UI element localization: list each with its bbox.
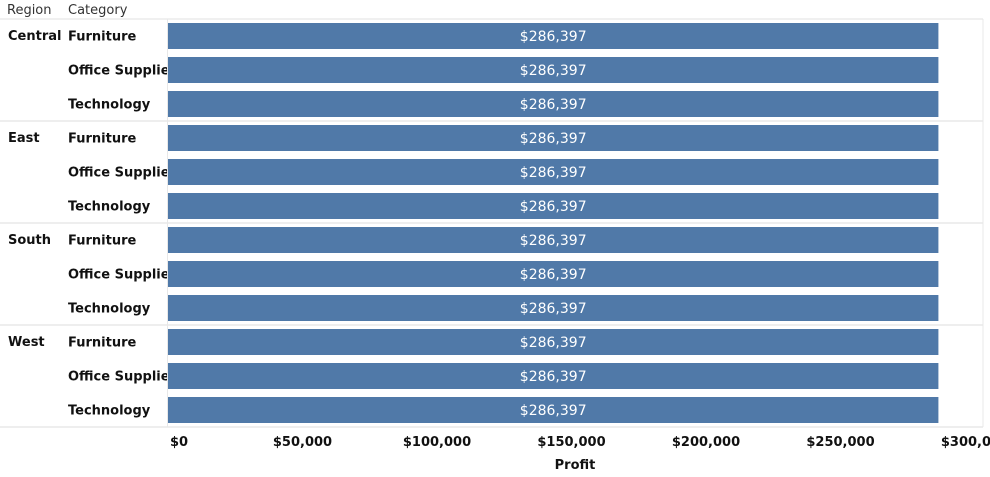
x-tick-label: $200,000 bbox=[672, 435, 740, 450]
profit-bar[interactable] bbox=[168, 295, 939, 321]
chart-rows: Central Furniture $286,397 Office Supplies $… bbox=[0, 19, 984, 428]
profit-bar[interactable] bbox=[168, 397, 939, 423]
category-label: Technology bbox=[68, 98, 151, 113]
bar-value-label: $286,397 bbox=[520, 165, 587, 181]
category-label: Furniture bbox=[68, 30, 136, 45]
category-label: Technology bbox=[68, 200, 151, 215]
bar-value-label: $286,397 bbox=[520, 369, 587, 385]
region-label: East bbox=[8, 131, 40, 146]
bar-value-label: $286,397 bbox=[520, 301, 587, 317]
profit-bar[interactable] bbox=[168, 159, 939, 185]
category-column-header: Category bbox=[68, 3, 128, 18]
x-tick-label: $250,000 bbox=[806, 435, 874, 450]
profit-bar[interactable] bbox=[168, 23, 939, 49]
x-tick-label: $0 bbox=[170, 435, 188, 450]
bar-value-label: $286,397 bbox=[520, 29, 587, 45]
x-axis: $0 $50,000 $100,000 $150,000 $200,000 $250,00… bbox=[170, 435, 990, 450]
profit-bar[interactable] bbox=[168, 57, 939, 83]
profit-bar[interactable] bbox=[168, 91, 939, 117]
x-tick-label: $300,000 bbox=[941, 435, 990, 450]
region-column-header: Region bbox=[7, 3, 52, 18]
bar-value-label: $286,397 bbox=[520, 131, 587, 147]
x-tick-label: $100,000 bbox=[403, 435, 471, 450]
profit-bar[interactable] bbox=[168, 261, 939, 287]
profit-bar[interactable] bbox=[168, 363, 939, 389]
bar-value-label: $286,397 bbox=[520, 403, 587, 419]
x-tick-label: $150,000 bbox=[537, 435, 605, 450]
category-label: Technology bbox=[68, 404, 151, 419]
category-label: Office Supplies bbox=[68, 370, 178, 385]
category-label: Office Supplies bbox=[68, 268, 178, 283]
profit-bar[interactable] bbox=[168, 227, 939, 253]
x-axis-title: Profit bbox=[555, 458, 596, 473]
profit-bar[interactable] bbox=[168, 125, 939, 151]
bar-value-label: $286,397 bbox=[520, 199, 587, 215]
bar-value-label: $286,397 bbox=[520, 267, 587, 283]
x-tick-label: $50,000 bbox=[273, 435, 332, 450]
profit-bar[interactable] bbox=[168, 329, 939, 355]
category-label: Furniture bbox=[68, 234, 136, 249]
profit-bar[interactable] bbox=[168, 193, 939, 219]
category-label: Office Supplies bbox=[68, 166, 178, 181]
bar-value-label: $286,397 bbox=[520, 233, 587, 249]
category-label: Furniture bbox=[68, 336, 136, 351]
region-label: West bbox=[8, 335, 45, 350]
bar-value-label: $286,397 bbox=[520, 63, 587, 79]
region-label: Central bbox=[8, 29, 61, 44]
category-label: Furniture bbox=[68, 132, 136, 147]
bar-value-label: $286,397 bbox=[520, 335, 587, 351]
bar-value-label: $286,397 bbox=[520, 97, 587, 113]
category-label: Technology bbox=[68, 302, 151, 317]
region-label: South bbox=[8, 233, 51, 248]
category-label: Office Supplies bbox=[68, 64, 178, 79]
